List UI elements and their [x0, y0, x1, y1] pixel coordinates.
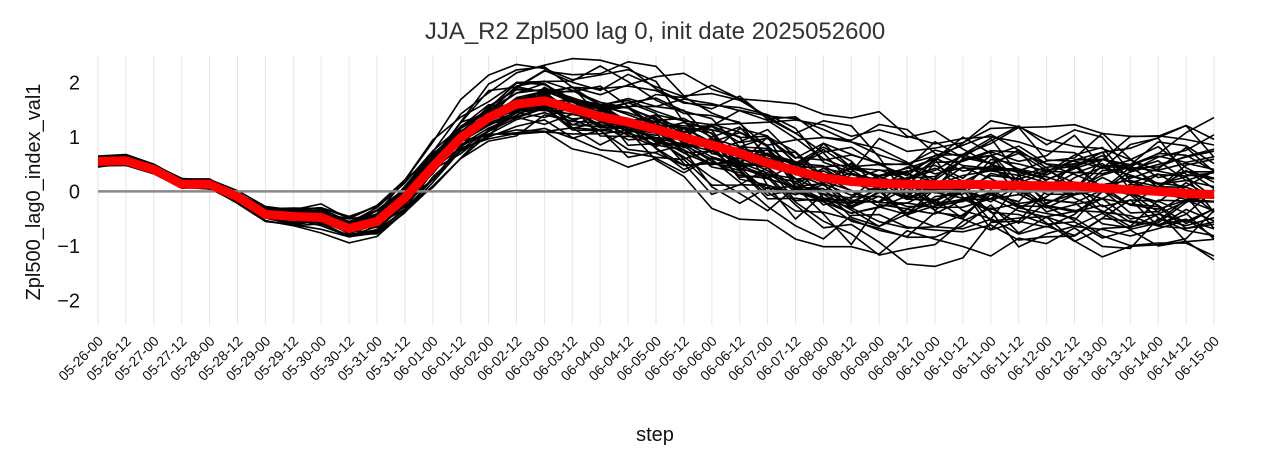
- y-tick-label: 1: [69, 127, 80, 149]
- y-axis-label: Zpl500_lag0_index_val1: [23, 84, 45, 301]
- x-tick-labels: 05-26-0005-26-1205-27-0005-27-1205-28-00…: [55, 333, 1222, 384]
- ensemble-member-line: [97, 111, 1215, 256]
- y-tick-label: −1: [57, 236, 80, 258]
- y-tick-label: 2: [69, 72, 80, 94]
- ensemble-mean-line: [97, 96, 1215, 233]
- ensemble-member-line: [97, 82, 1215, 218]
- y-tick-label: −2: [57, 290, 80, 312]
- x-axis-label: step: [636, 424, 674, 446]
- chart-title: JJA_R2 Zpl500 lag 0, init date 202505260…: [425, 18, 885, 45]
- y-tick-label: 0: [69, 181, 80, 203]
- y-tick-labels: −2 −1 0 1 2: [57, 72, 80, 312]
- x-gridlines: [97, 55, 1215, 325]
- ensemble-mean-polyline: [97, 96, 1215, 233]
